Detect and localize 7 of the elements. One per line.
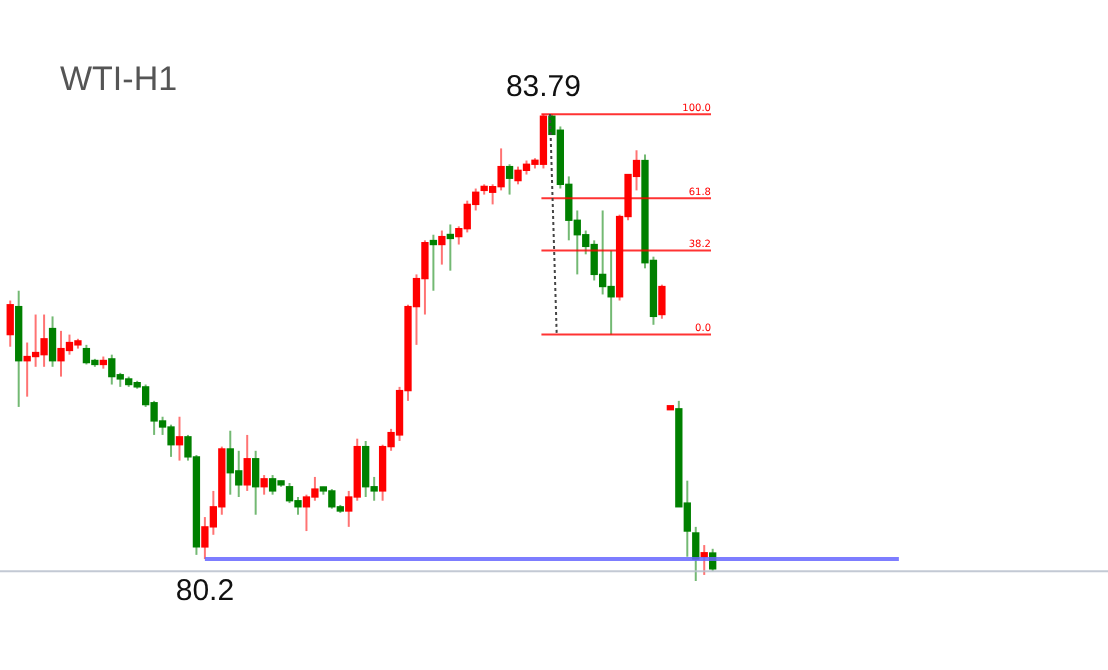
- annotation: 80.2: [175, 574, 235, 609]
- candlestick: [23, 342, 31, 397]
- candlestick: [446, 224, 454, 271]
- chart-title: WTI-H1: [60, 60, 178, 100]
- candlestick: [429, 234, 438, 291]
- candlestick: [31, 314, 40, 367]
- annotation: 83.79: [505, 69, 581, 104]
